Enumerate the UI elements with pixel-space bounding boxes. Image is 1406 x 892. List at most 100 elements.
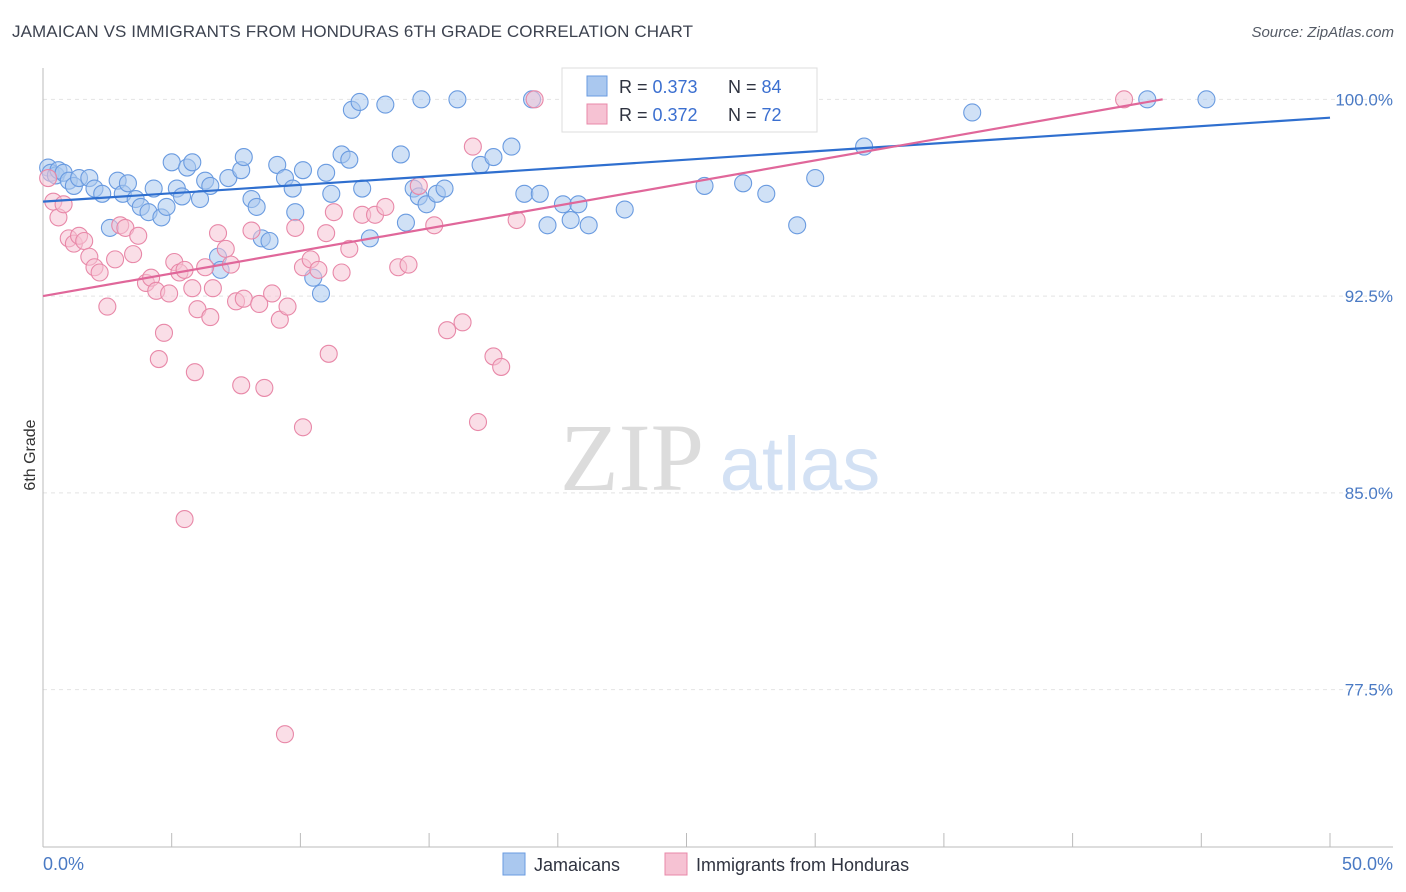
honduras-point-57 [453, 313, 472, 332]
honduras-point-29 [203, 279, 222, 298]
honduras-point-68 [275, 725, 295, 744]
r-value-1: 0.373 [653, 77, 698, 97]
jamaican-point-61 [502, 137, 521, 156]
honduras-point-60 [492, 357, 511, 376]
jamaican-point-35 [247, 197, 266, 216]
jamaican-point-44 [311, 284, 331, 303]
jamaican-point-10 [93, 184, 112, 203]
honduras-point-20 [154, 323, 174, 342]
jamaican-point-21 [162, 153, 181, 172]
x-tick-max: 50.0% [1342, 854, 1393, 874]
jamaican-point-41 [286, 203, 305, 222]
stats-swatch-honduras [586, 103, 608, 125]
honduras-point-38 [263, 284, 282, 303]
bottom-legend: Jamaicans Immigrants from Honduras [502, 852, 909, 876]
jamaican-point-67 [569, 195, 588, 214]
honduras-point-53 [399, 255, 418, 274]
jamaican-point-14 [118, 174, 137, 193]
watermark-atlas: atlas [720, 422, 881, 507]
stats-row-1-n: N = 84 [728, 77, 782, 97]
jamaican-point-40 [283, 179, 302, 198]
jamaican-point-33 [234, 148, 253, 167]
jamaican-point-64 [538, 216, 557, 235]
jamaican-point-63 [530, 184, 549, 203]
jamaican-point-52 [391, 145, 410, 164]
honduras-point-47 [332, 263, 351, 282]
honduras-point-51 [376, 197, 395, 216]
jamaican-trend-line [42, 116, 1331, 203]
y-axis-label: 6th Grade [22, 419, 39, 490]
jamaican-point-69 [615, 200, 634, 219]
honduras-point-65 [293, 418, 313, 437]
honduras-point-66 [319, 344, 338, 363]
y-tick-labels: 100.0% 92.5% 85.0% 77.5% [1335, 90, 1393, 699]
n-label-1: N = [728, 77, 762, 97]
legend-label-jamaicans[interactable]: Jamaicans [534, 855, 620, 875]
jamaican-point-79 [412, 90, 431, 109]
jamaican-point-53 [396, 213, 415, 232]
jamaican-point-23 [172, 187, 192, 206]
jamaican-point-25 [183, 153, 202, 172]
honduras-point-40 [278, 297, 297, 316]
honduras-point-54 [409, 176, 428, 195]
honduras-point-56 [438, 321, 457, 340]
jamaican-point-46 [322, 184, 341, 203]
honduras-trend-line [42, 98, 1163, 298]
honduras-point-36 [250, 294, 269, 314]
jamaican-point-83 [1197, 90, 1216, 109]
legend-swatch-jamaicans[interactable] [502, 852, 526, 876]
jamaican-point-49 [353, 179, 372, 198]
legend-swatch-honduras[interactable] [664, 852, 688, 876]
honduras-point-67 [175, 510, 194, 529]
n-label-2: N = [728, 105, 762, 125]
jamaican-point-76 [963, 103, 982, 122]
honduras-point-69 [463, 137, 482, 156]
jamaican-point-20 [157, 197, 176, 216]
jamaican-point-68 [579, 216, 598, 235]
data-points [39, 90, 1216, 744]
jamaican-point-66 [561, 210, 580, 230]
honduras-point-16 [129, 226, 148, 245]
honduras-point-58 [468, 412, 488, 432]
jamaican-point-48 [340, 150, 359, 169]
jamaican-point-71 [734, 174, 753, 193]
honduras-point-34 [234, 289, 253, 308]
honduras-point-7 [75, 231, 94, 251]
y-tick-label-1: 92.5% [1345, 287, 1393, 306]
jamaican-point-72 [757, 184, 776, 203]
r-value-2: 0.372 [653, 105, 698, 125]
stats-row-2-n: N = 72 [728, 105, 782, 125]
honduras-point-71 [1115, 90, 1134, 109]
jamaican-point-62 [515, 184, 534, 203]
r-label-1: R = [619, 77, 653, 97]
honduras-point-64 [232, 376, 251, 395]
honduras-point-61 [507, 210, 526, 230]
jamaican-point-37 [260, 231, 279, 251]
axes [42, 68, 1393, 848]
jamaican-point-18 [144, 179, 163, 198]
stats-legend: R = 0.373 N = 84 R = 0.372 N = 72 [561, 67, 818, 133]
r-label-2: R = [619, 105, 653, 125]
honduras-point-30 [208, 224, 228, 243]
honduras-point-41 [286, 218, 305, 237]
jamaican-point-42 [293, 161, 313, 180]
honduras-point-28 [201, 308, 220, 327]
jamaican-point-80 [448, 90, 467, 109]
jamaican-point-74 [806, 169, 825, 188]
watermark-zip: ZIP [560, 404, 704, 511]
n-value-1: 84 [762, 77, 782, 97]
legend-label-honduras[interactable]: Immigrants from Honduras [696, 855, 909, 875]
honduras-point-70 [525, 90, 544, 109]
stats-swatch-jamaicans [586, 75, 608, 97]
honduras-point-45 [317, 224, 336, 243]
honduras-point-35 [242, 221, 261, 240]
honduras-point-12 [106, 250, 125, 269]
stats-row-2: R = 0.372 [619, 105, 698, 125]
y-tick-label-0: 100.0% [1335, 90, 1393, 109]
n-value-2: 72 [762, 105, 782, 125]
honduras-point-48 [340, 239, 359, 258]
jamaican-point-45 [317, 163, 336, 182]
jamaican-point-73 [788, 216, 807, 235]
trend-lines [42, 98, 1331, 298]
honduras-point-3 [54, 195, 73, 214]
